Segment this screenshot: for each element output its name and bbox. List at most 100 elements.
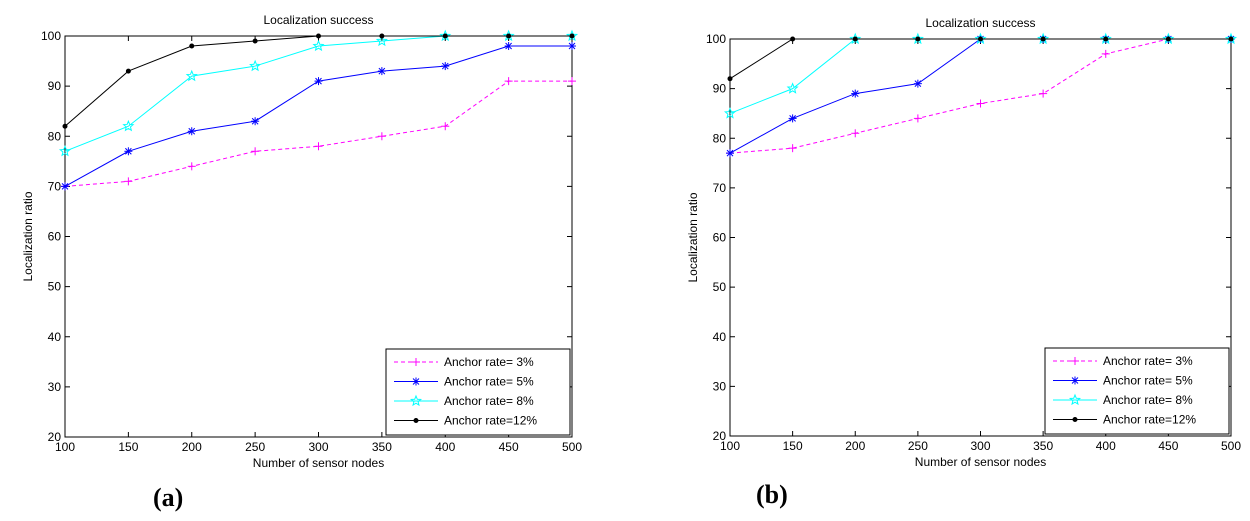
data-point: [504, 42, 513, 51]
y-tick-label: 30: [48, 380, 62, 394]
x-tick-label: 250: [245, 440, 265, 454]
legend-label: Anchor rate=12%: [1103, 413, 1196, 427]
data-point: [568, 77, 576, 86]
series-3: [62, 33, 575, 129]
data-point: [377, 67, 386, 76]
data-point: [379, 33, 385, 39]
legend-swatch-marker: [1071, 376, 1079, 385]
data-point: [187, 127, 196, 136]
y-tick-label: 80: [48, 129, 62, 143]
y-tick-label: 70: [48, 179, 62, 193]
y-tick-label: 20: [713, 429, 727, 443]
y-tick-label: 20: [48, 430, 62, 444]
legend-label: Anchor rate= 5%: [444, 375, 534, 389]
y-tick-label: 30: [713, 379, 727, 393]
data-point: [312, 39, 325, 52]
data-point: [122, 119, 135, 132]
data-point: [1228, 36, 1234, 42]
x-tick-label: 300: [308, 440, 328, 454]
data-point: [506, 33, 512, 39]
data-point: [1040, 36, 1046, 42]
data-point: [187, 162, 196, 171]
y-tick-label: 40: [48, 330, 62, 344]
data-point: [915, 36, 921, 42]
y-tick-label: 40: [713, 330, 727, 344]
y-tick-label: 60: [48, 230, 62, 244]
x-axis-label: Number of sensor nodes: [915, 455, 1046, 469]
y-tick-label: 100: [41, 29, 61, 43]
data-point: [251, 117, 260, 126]
data-point: [976, 99, 985, 108]
legend-swatch-marker: [412, 377, 420, 386]
x-tick-label: 500: [1221, 439, 1241, 453]
x-tick-label: 350: [1033, 439, 1053, 453]
x-tick-label: 200: [182, 440, 202, 454]
data-point: [442, 33, 448, 39]
data-point: [58, 144, 72, 157]
x-tick-label: 400: [1096, 439, 1116, 453]
data-point: [125, 68, 131, 74]
data-point: [1101, 49, 1110, 58]
series-3: [727, 36, 1234, 82]
data-point: [504, 77, 513, 86]
legend-swatch-marker: [412, 358, 420, 366]
legend-item: Anchor rate= 3%: [1053, 354, 1193, 368]
data-point: [314, 77, 323, 86]
data-point: [61, 182, 69, 191]
data-point: [851, 89, 860, 98]
legend: Anchor rate= 3% Anchor rate= 5% Anchor rat…: [1044, 347, 1230, 435]
x-tick-label: 350: [372, 440, 392, 454]
panel-caption-b: (b): [756, 480, 788, 509]
legend-swatch-marker: [409, 394, 423, 407]
x-tick-label: 200: [845, 439, 865, 453]
legend-item: Anchor rate= 5%: [394, 375, 534, 389]
legend-label: Anchor rate= 8%: [444, 394, 534, 408]
chart-b: Localization success Number of sensor nod…: [686, 16, 1241, 469]
x-axis-label: Number of sensor nodes: [253, 456, 384, 470]
data-point: [726, 149, 734, 158]
x-tick-label: 250: [908, 439, 928, 453]
data-point: [62, 123, 68, 129]
data-point: [569, 33, 575, 39]
y-axis-label: Localization ratio: [686, 192, 700, 282]
chart-title: Localization success: [263, 13, 373, 27]
legend: Anchor rate= 3% Anchor rate= 5% Anchor rat…: [385, 348, 571, 436]
data-point: [1039, 89, 1048, 98]
series-line: [64, 80, 572, 187]
x-tick-label: 150: [783, 439, 803, 453]
legend-item: Anchor rate= 5%: [1053, 374, 1193, 388]
y-tick-label: 90: [713, 82, 727, 96]
y-tick-label: 50: [713, 280, 727, 294]
legend-label: Anchor rate= 3%: [444, 355, 534, 369]
legend-item: Anchor rate= 8%: [394, 394, 534, 408]
x-tick-label: 500: [562, 440, 582, 454]
x-tick-label: 100: [55, 440, 75, 454]
legend-swatch-marker: [1072, 417, 1078, 422]
chart-a: Localization success Number of sensor nod…: [21, 13, 582, 470]
legend-swatch-marker: [1071, 357, 1079, 365]
legend-label: Anchor rate= 3%: [1103, 354, 1193, 368]
data-point: [375, 34, 388, 47]
legend-label: Anchor rate= 5%: [1103, 374, 1193, 388]
y-tick-label: 100: [706, 32, 726, 46]
series-0: [61, 77, 576, 191]
data-point: [377, 132, 386, 141]
data-point: [727, 76, 733, 82]
data-point: [124, 147, 133, 156]
legend-swatch-marker: [1068, 393, 1082, 406]
data-point: [723, 107, 737, 119]
data-point: [441, 62, 450, 71]
data-point: [568, 42, 576, 51]
x-tick-label: 400: [435, 440, 455, 454]
x-tick-label: 150: [118, 440, 138, 454]
x-tick-label: 100: [720, 439, 740, 453]
y-tick-label: 80: [713, 131, 727, 145]
legend-item: Anchor rate=12%: [394, 414, 537, 428]
data-point: [252, 38, 258, 44]
data-point: [786, 82, 799, 94]
chart-title: Localization success: [925, 16, 1035, 30]
data-point: [314, 142, 323, 151]
data-point: [790, 36, 796, 42]
x-tick-label: 450: [1158, 439, 1178, 453]
